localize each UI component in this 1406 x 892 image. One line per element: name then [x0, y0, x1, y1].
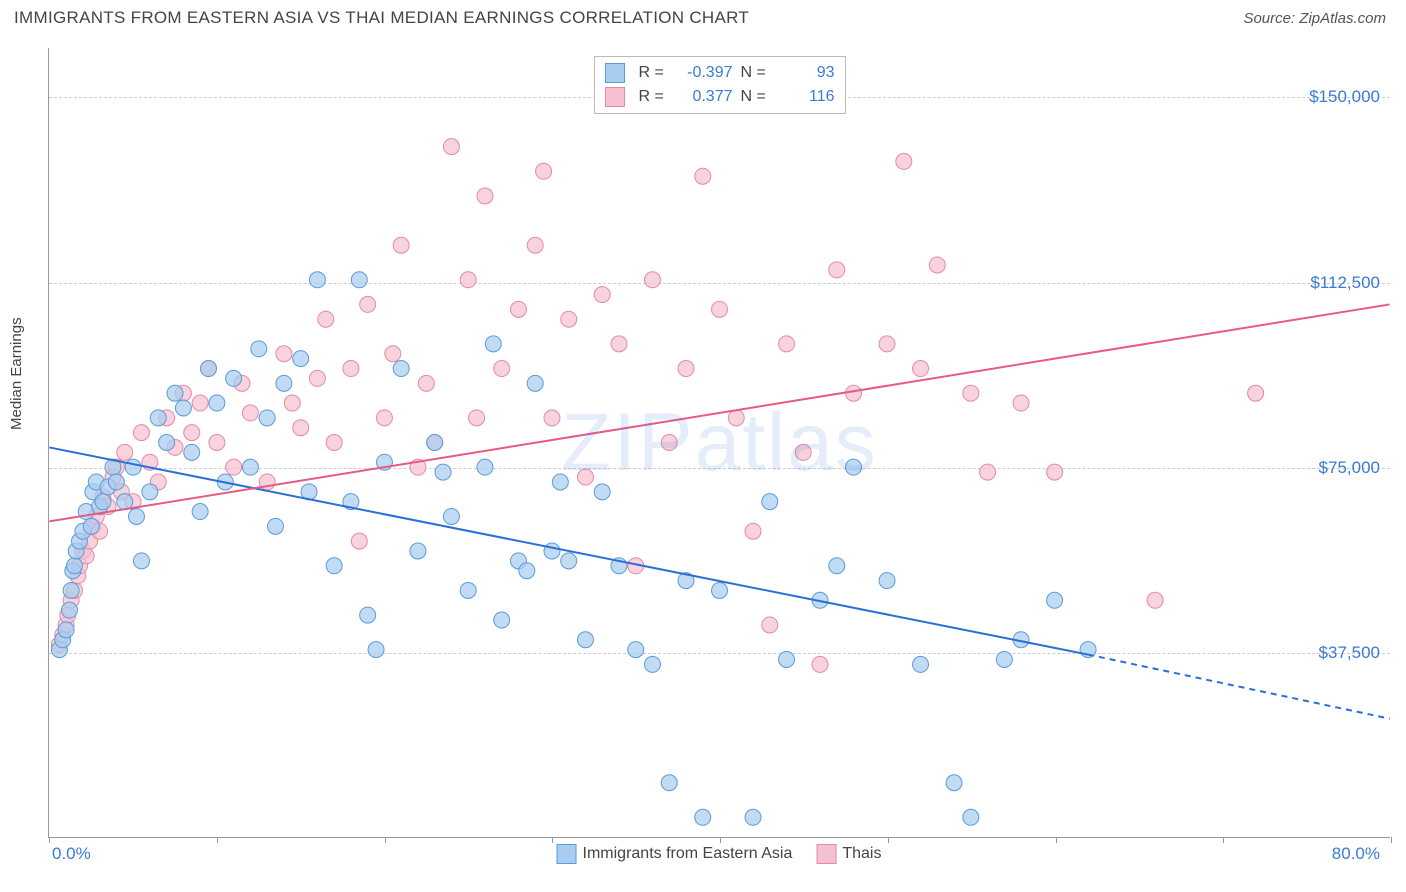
x-tick — [888, 837, 889, 843]
legend-swatch — [816, 844, 836, 864]
scatter-plot-svg — [49, 48, 1390, 837]
legend-swatch — [557, 844, 577, 864]
x-tick — [217, 837, 218, 843]
n-label: N = — [741, 61, 771, 85]
x-tick — [552, 837, 553, 843]
r-label: R = — [639, 85, 669, 109]
x-tick — [385, 837, 386, 843]
series-legend: Immigrants from Eastern Asia Thais — [557, 844, 882, 864]
legend-item: Thais — [816, 844, 881, 864]
correlation-legend: R = -0.397 N = 93 R = 0.377 N = 116 — [594, 56, 846, 114]
n-value: 93 — [779, 61, 835, 85]
x-tick — [1391, 837, 1392, 843]
r-value: -0.397 — [677, 61, 733, 85]
n-value: 116 — [779, 85, 835, 109]
x-tick — [1056, 837, 1057, 843]
legend-swatch — [605, 63, 625, 83]
x-axis-max: 80.0% — [1332, 844, 1380, 864]
legend-item: Immigrants from Eastern Asia — [557, 844, 793, 864]
x-tick — [720, 837, 721, 843]
legend-swatch — [605, 87, 625, 107]
chart-title: IMMIGRANTS FROM EASTERN ASIA VS THAI MED… — [14, 8, 749, 28]
legend-label: Thais — [842, 845, 881, 862]
x-tick — [1223, 837, 1224, 843]
legend-stat-row: R = -0.397 N = 93 — [605, 61, 835, 85]
y-axis-label: Median Earnings — [8, 317, 25, 430]
legend-label: Immigrants from Eastern Asia — [583, 845, 793, 862]
r-label: R = — [639, 61, 669, 85]
x-axis-min: 0.0% — [52, 844, 91, 864]
x-tick — [49, 837, 50, 843]
source-attribution: Source: ZipAtlas.com — [1243, 10, 1386, 27]
r-value: 0.377 — [677, 85, 733, 109]
legend-stat-row: R = 0.377 N = 116 — [605, 85, 835, 109]
chart-plot-area: ZIPatlas R = -0.397 N = 93 R = 0.377 N =… — [48, 48, 1390, 838]
n-label: N = — [741, 85, 771, 109]
